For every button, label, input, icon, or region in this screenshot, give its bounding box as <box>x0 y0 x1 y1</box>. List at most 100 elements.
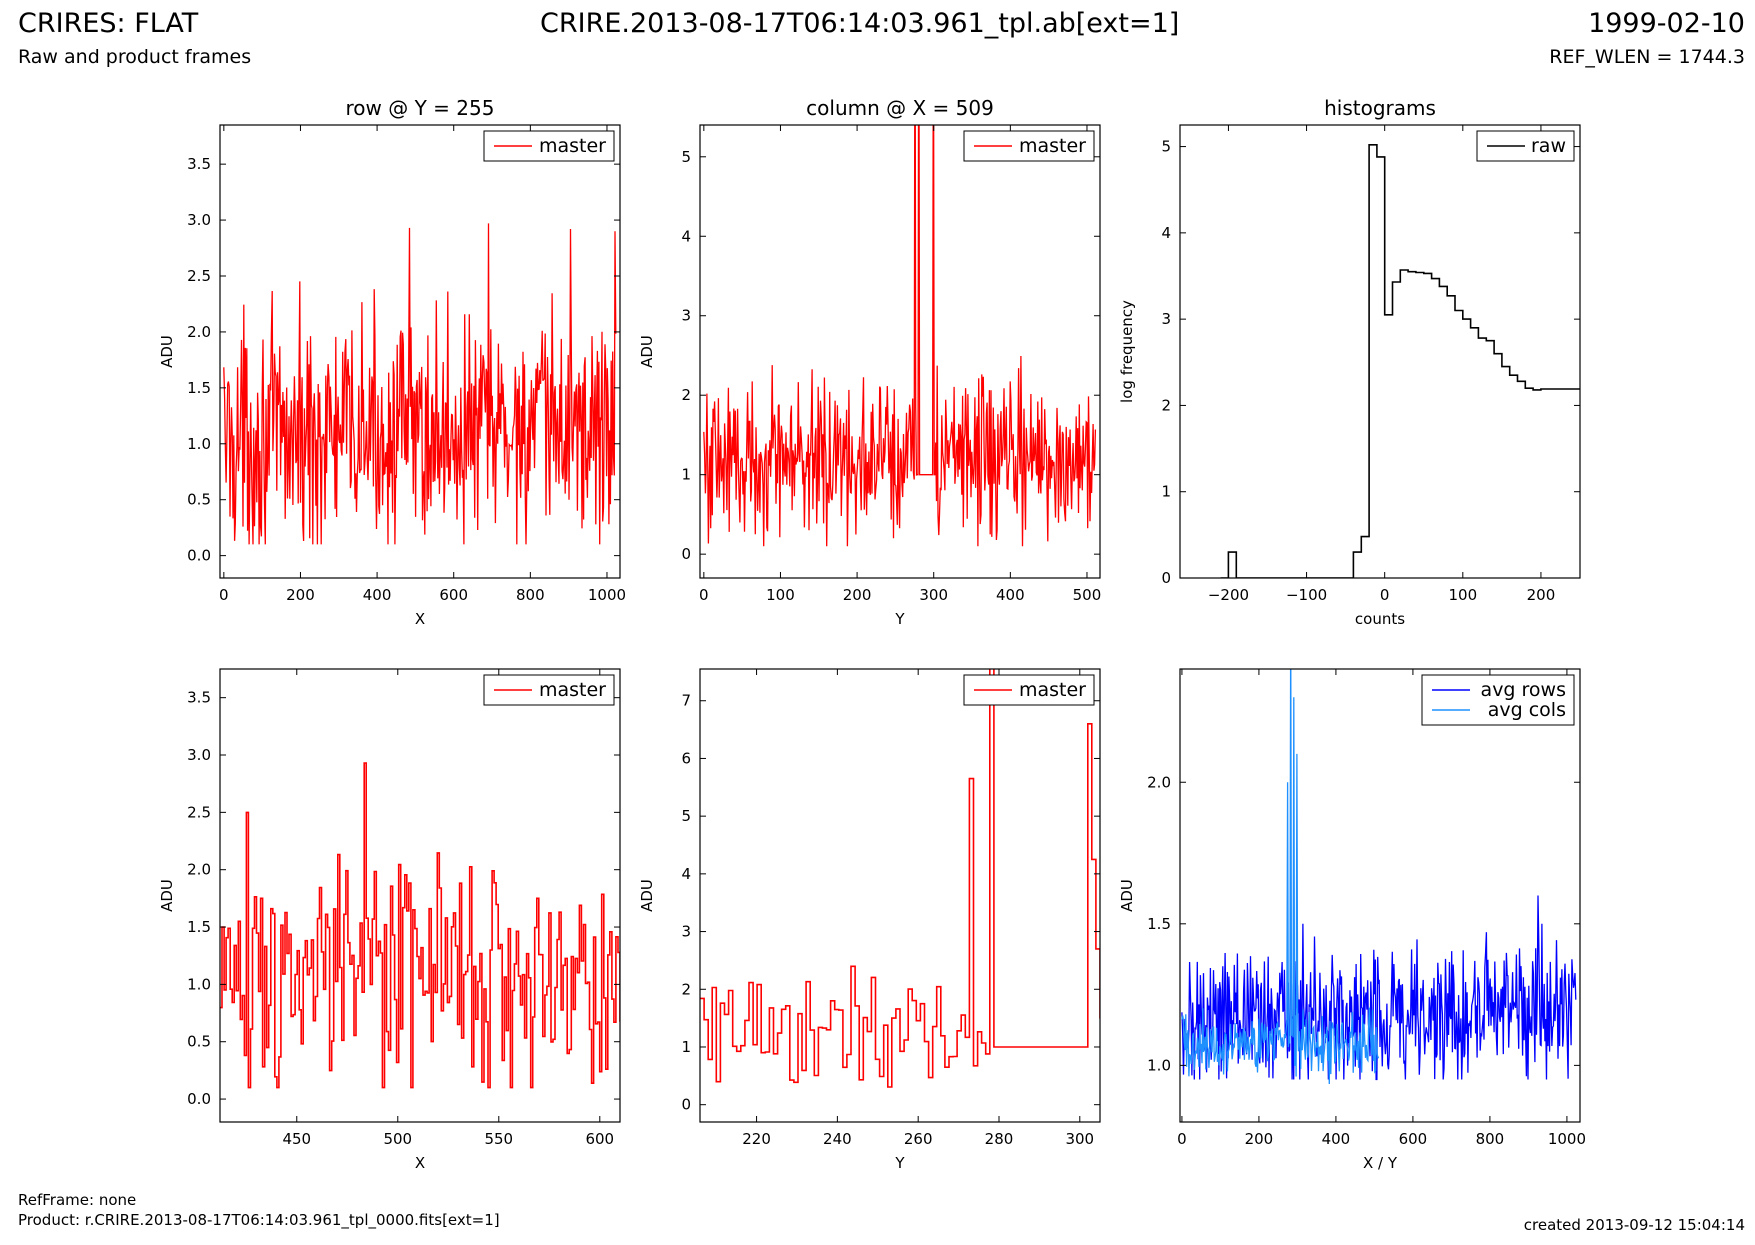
x-tick-label: −200 <box>1208 586 1249 604</box>
x-tick-label: 600 <box>585 1130 614 1148</box>
plot-frame <box>699 124 1101 579</box>
legend-label: avg rows <box>1481 679 1566 701</box>
y-tick-label: 7 <box>681 692 691 710</box>
series-line-master <box>700 669 1100 1088</box>
chart-panel-4: 450 500 550 600 0.0 0.5 1.0 1.5 2.0 2.5 3.0 3.5 X ADU… <box>158 668 621 1172</box>
date-label: 1999-02-10 <box>1588 8 1745 39</box>
x-axis-label: X / Y <box>1363 1154 1398 1172</box>
y-tick-label: 1 <box>1161 483 1171 501</box>
y-tick-label: 3.5 <box>187 155 211 173</box>
series-line-master <box>703 125 1097 547</box>
series-line-avg-rows <box>1181 895 1577 1081</box>
x-tick-label: 260 <box>904 1130 933 1148</box>
x-tick-label: 200 <box>286 586 315 604</box>
x-tick-label: 220 <box>742 1130 771 1148</box>
created-label: created 2013-09-12 15:04:14 <box>1523 1216 1745 1234</box>
series-line-avg-cols <box>1181 669 1380 1085</box>
y-tick-label: 6 <box>681 749 691 767</box>
legend-label: avg cols <box>1488 699 1566 721</box>
ref-frame-label: RefFrame: none <box>18 1191 137 1209</box>
y-tick-label: 3 <box>681 307 691 325</box>
y-tick-label: 3 <box>1161 310 1171 328</box>
series-line-master <box>220 762 620 1089</box>
x-tick-label: 450 <box>282 1130 311 1148</box>
page-title: CRIRES: FLAT <box>18 8 199 39</box>
plot-frame <box>699 668 1101 1123</box>
y-axis-label: ADU <box>638 335 656 368</box>
legend-label: raw <box>1531 135 1566 157</box>
y-axis-label: ADU <box>158 335 176 368</box>
y-tick-label: 4 <box>681 865 691 883</box>
y-tick-label: 5 <box>681 148 691 166</box>
chart-panel-5: 220 240 260 280 300 0 1 2 3 4 5 6 7 Y ADU master <box>638 668 1101 1172</box>
y-tick-label: 0 <box>1161 569 1171 587</box>
x-axis-label: X <box>415 610 425 628</box>
chart-title: row @ Y = 255 <box>346 96 495 120</box>
y-axis-label: ADU <box>158 879 176 912</box>
y-tick-label: 1.5 <box>1147 915 1171 933</box>
y-tick-label: 1.5 <box>187 918 211 936</box>
x-tick-label: 300 <box>1065 1130 1094 1148</box>
y-tick-label: 2.0 <box>187 861 211 879</box>
y-tick-label: 5 <box>1161 138 1171 156</box>
plot-frame <box>1179 124 1581 579</box>
chart-panel-2: 0 100 200 300 400 500 0 1 2 3 4 5 Y ADU column @ X = 5… <box>638 96 1102 628</box>
y-tick-label: 2.5 <box>187 803 211 821</box>
y-tick-label: 2.0 <box>1147 773 1171 791</box>
legend-label: master <box>1019 679 1086 701</box>
ref-wlen-label: REF_WLEN = 1744.3 <box>1549 46 1745 68</box>
x-tick-label: 0 <box>1177 1130 1187 1148</box>
x-tick-label: 240 <box>823 1130 852 1148</box>
legend-label: master <box>539 135 606 157</box>
x-tick-label: 300 <box>919 586 948 604</box>
page-subtitle: Raw and product frames <box>18 46 252 68</box>
y-tick-label: 1 <box>681 1038 691 1056</box>
y-tick-label: 3.5 <box>187 689 211 707</box>
x-tick-label: 600 <box>1399 1130 1428 1148</box>
chart-panel-1: 0 200 400 600 800 1000 0.0 0.5 1.0 1.5 2.0 2.5 3.0 3.… <box>158 96 626 628</box>
y-tick-label: 0.0 <box>187 547 211 565</box>
chart-panel-3: −200 −100 0 100 200 0 1 2 3 4 5 counts log frequency… <box>1118 96 1581 628</box>
x-axis-label: Y <box>894 610 905 628</box>
y-tick-label: 4 <box>1161 224 1171 242</box>
x-axis-label: X <box>415 1154 425 1172</box>
y-tick-label: 2.0 <box>187 323 211 341</box>
y-tick-label: 2 <box>1161 396 1171 414</box>
y-tick-label: 1.0 <box>187 975 211 993</box>
x-tick-label: 500 <box>1073 586 1102 604</box>
y-tick-label: 3.0 <box>187 746 211 764</box>
y-tick-label: 1.5 <box>187 379 211 397</box>
x-tick-label: 100 <box>766 586 795 604</box>
product-label: Product: r.CRIRE.2013-08-17T06:14:03.961… <box>18 1211 500 1229</box>
x-tick-label: 500 <box>383 1130 412 1148</box>
x-tick-label: 280 <box>985 1130 1014 1148</box>
x-tick-label: 200 <box>1527 586 1556 604</box>
x-axis-label: Y <box>894 1154 905 1172</box>
legend-label: master <box>539 679 606 701</box>
x-tick-label: 400 <box>1322 1130 1351 1148</box>
x-tick-label: 200 <box>843 586 872 604</box>
y-axis-label: ADU <box>638 879 656 912</box>
x-tick-label: 800 <box>1476 1130 1505 1148</box>
y-tick-label: 1 <box>681 466 691 484</box>
y-tick-label: 0.0 <box>187 1090 211 1108</box>
x-tick-label: 800 <box>516 586 545 604</box>
x-tick-label: 550 <box>484 1130 513 1148</box>
series-line-master <box>223 223 617 545</box>
y-tick-label: 2.5 <box>187 267 211 285</box>
y-tick-label: 5 <box>681 807 691 825</box>
y-tick-label: 2 <box>681 980 691 998</box>
y-tick-label: 0 <box>681 1096 691 1114</box>
legend-box <box>1421 674 1575 726</box>
y-tick-label: 2 <box>681 386 691 404</box>
y-tick-label: 0 <box>681 545 691 563</box>
y-tick-label: 1.0 <box>187 435 211 453</box>
legend-label: master <box>1019 135 1086 157</box>
x-tick-label: −100 <box>1286 586 1327 604</box>
x-axis-label: counts <box>1355 610 1405 628</box>
y-tick-label: 4 <box>681 227 691 245</box>
y-axis-label: log frequency <box>1118 300 1136 403</box>
x-tick-label: 1000 <box>1548 1130 1586 1148</box>
y-axis-label: ADU <box>1118 879 1136 912</box>
